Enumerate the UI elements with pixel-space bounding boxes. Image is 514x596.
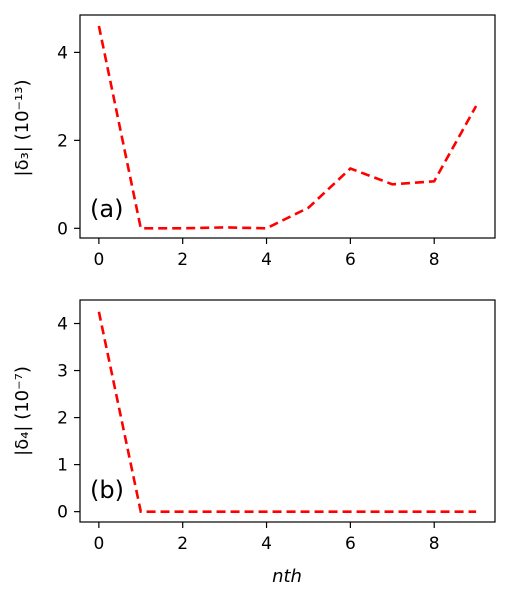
panel-a-marks [97,25,478,230]
panel-a-y-axis-label: |δ₃| (10⁻¹³) [12,80,33,177]
panel-b-x-tick-label: 8 [429,534,440,554]
panel-a-label: (a) [90,195,123,223]
panel-b-y-tick-label: 2 [57,409,68,429]
panel-b-ticks: 0 2 4 6 8 0 1 2 3 4 [57,315,439,554]
panel-a-x-tick-label: 8 [429,250,440,270]
panel-b-label: (b) [90,476,124,504]
panel-b-y-tick-label: 0 [57,503,68,523]
panel-a-y-tick-label: 0 [57,219,68,239]
panel-a-chart: 0 2 4 6 8 0 2 4 (a) |δ₃| (10⁻¹³) [12,14,496,270]
panel-a-x-tick-label: 4 [261,250,272,270]
panel-b-x-tick-label: 0 [93,534,104,554]
panel-b-chart: 0 2 4 6 8 0 1 2 3 4 (b) |δ₄| (10⁻⁷) nth [12,299,496,587]
panel-b-x-tick-label: 2 [177,534,188,554]
panel-b-y-axis-label: |δ₄| (10⁻⁷) [12,366,33,456]
panel-a-ticks: 0 2 4 6 8 0 2 4 [57,43,439,270]
panel-a-series-line [97,25,478,230]
panel-b-series-line [97,311,477,514]
panel-b-x-tick-label: 6 [345,534,356,554]
panel-a-x-tick-label: 0 [93,250,104,270]
panel-b-y-tick-label: 4 [57,315,68,335]
panel-b-marks [97,311,477,514]
panel-a-x-tick-label: 2 [177,250,188,270]
panel-b-y-tick-label: 1 [57,456,68,476]
panel-b-x-axis-label: nth [272,566,302,587]
panel-b-axes-frame [79,299,496,523]
panel-a-x-tick-label: 6 [345,250,356,270]
panel-a-y-tick-label: 4 [57,43,68,63]
panel-a-axes-frame [79,14,496,239]
panel-b-x-tick-label: 4 [261,534,272,554]
panel-b-y-tick-label: 3 [57,362,68,382]
panel-a-y-tick-label: 2 [57,131,68,151]
